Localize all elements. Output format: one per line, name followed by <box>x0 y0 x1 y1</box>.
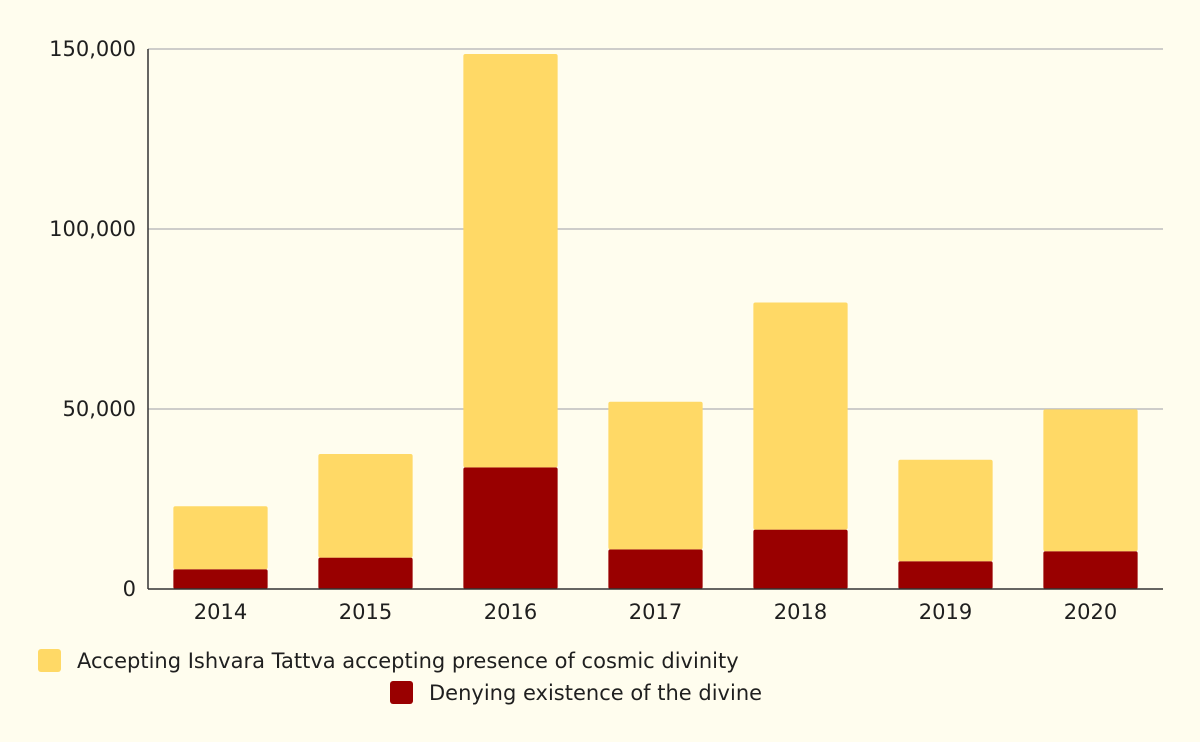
legend: Accepting Ishvara Tattva accepting prese… <box>38 649 762 705</box>
x-tick-label: 2018 <box>774 600 827 624</box>
bar-accepting-2019 <box>898 459 993 562</box>
y-tick-label: 0 <box>123 577 136 601</box>
y-tick-label: 150,000 <box>49 37 136 61</box>
legend-label: Denying existence of the divine <box>429 681 762 705</box>
bar-denying-2020 <box>1043 551 1138 589</box>
x-tick-label: 2015 <box>339 600 392 624</box>
bar-denying-2016 <box>463 467 558 589</box>
y-tick-label: 100,000 <box>49 217 136 241</box>
bar-denying-2019 <box>898 561 993 589</box>
axes <box>147 49 1163 590</box>
legend-swatch <box>390 681 413 704</box>
y-tick-labels: 0 50,000 100,000 150,000 <box>49 37 136 601</box>
bar-denying-2014 <box>173 569 268 589</box>
bar-accepting-2020 <box>1043 409 1138 552</box>
x-tick-label: 2014 <box>194 600 247 624</box>
bar-denying-2015 <box>318 557 413 589</box>
legend-swatch <box>38 649 61 672</box>
bar-accepting-2018 <box>753 302 848 530</box>
bar-denying-2017 <box>608 549 703 589</box>
bar-accepting-2015 <box>318 454 413 558</box>
legend-label: Accepting Ishvara Tattva accepting prese… <box>77 649 739 673</box>
gridlines <box>148 48 1163 410</box>
x-tick-labels: 2014 2015 2016 2017 2018 2019 2020 <box>194 600 1117 624</box>
y-tick-label: 50,000 <box>63 397 136 421</box>
x-tick-label: 2017 <box>629 600 682 624</box>
x-tick-label: 2020 <box>1064 600 1117 624</box>
bars <box>173 54 1138 589</box>
x-tick-label: 2019 <box>919 600 972 624</box>
x-tick-label: 2016 <box>484 600 537 624</box>
bar-accepting-2014 <box>173 506 268 570</box>
bar-accepting-2016 <box>463 54 558 468</box>
bar-accepting-2017 <box>608 401 703 550</box>
bar-denying-2018 <box>753 529 848 589</box>
